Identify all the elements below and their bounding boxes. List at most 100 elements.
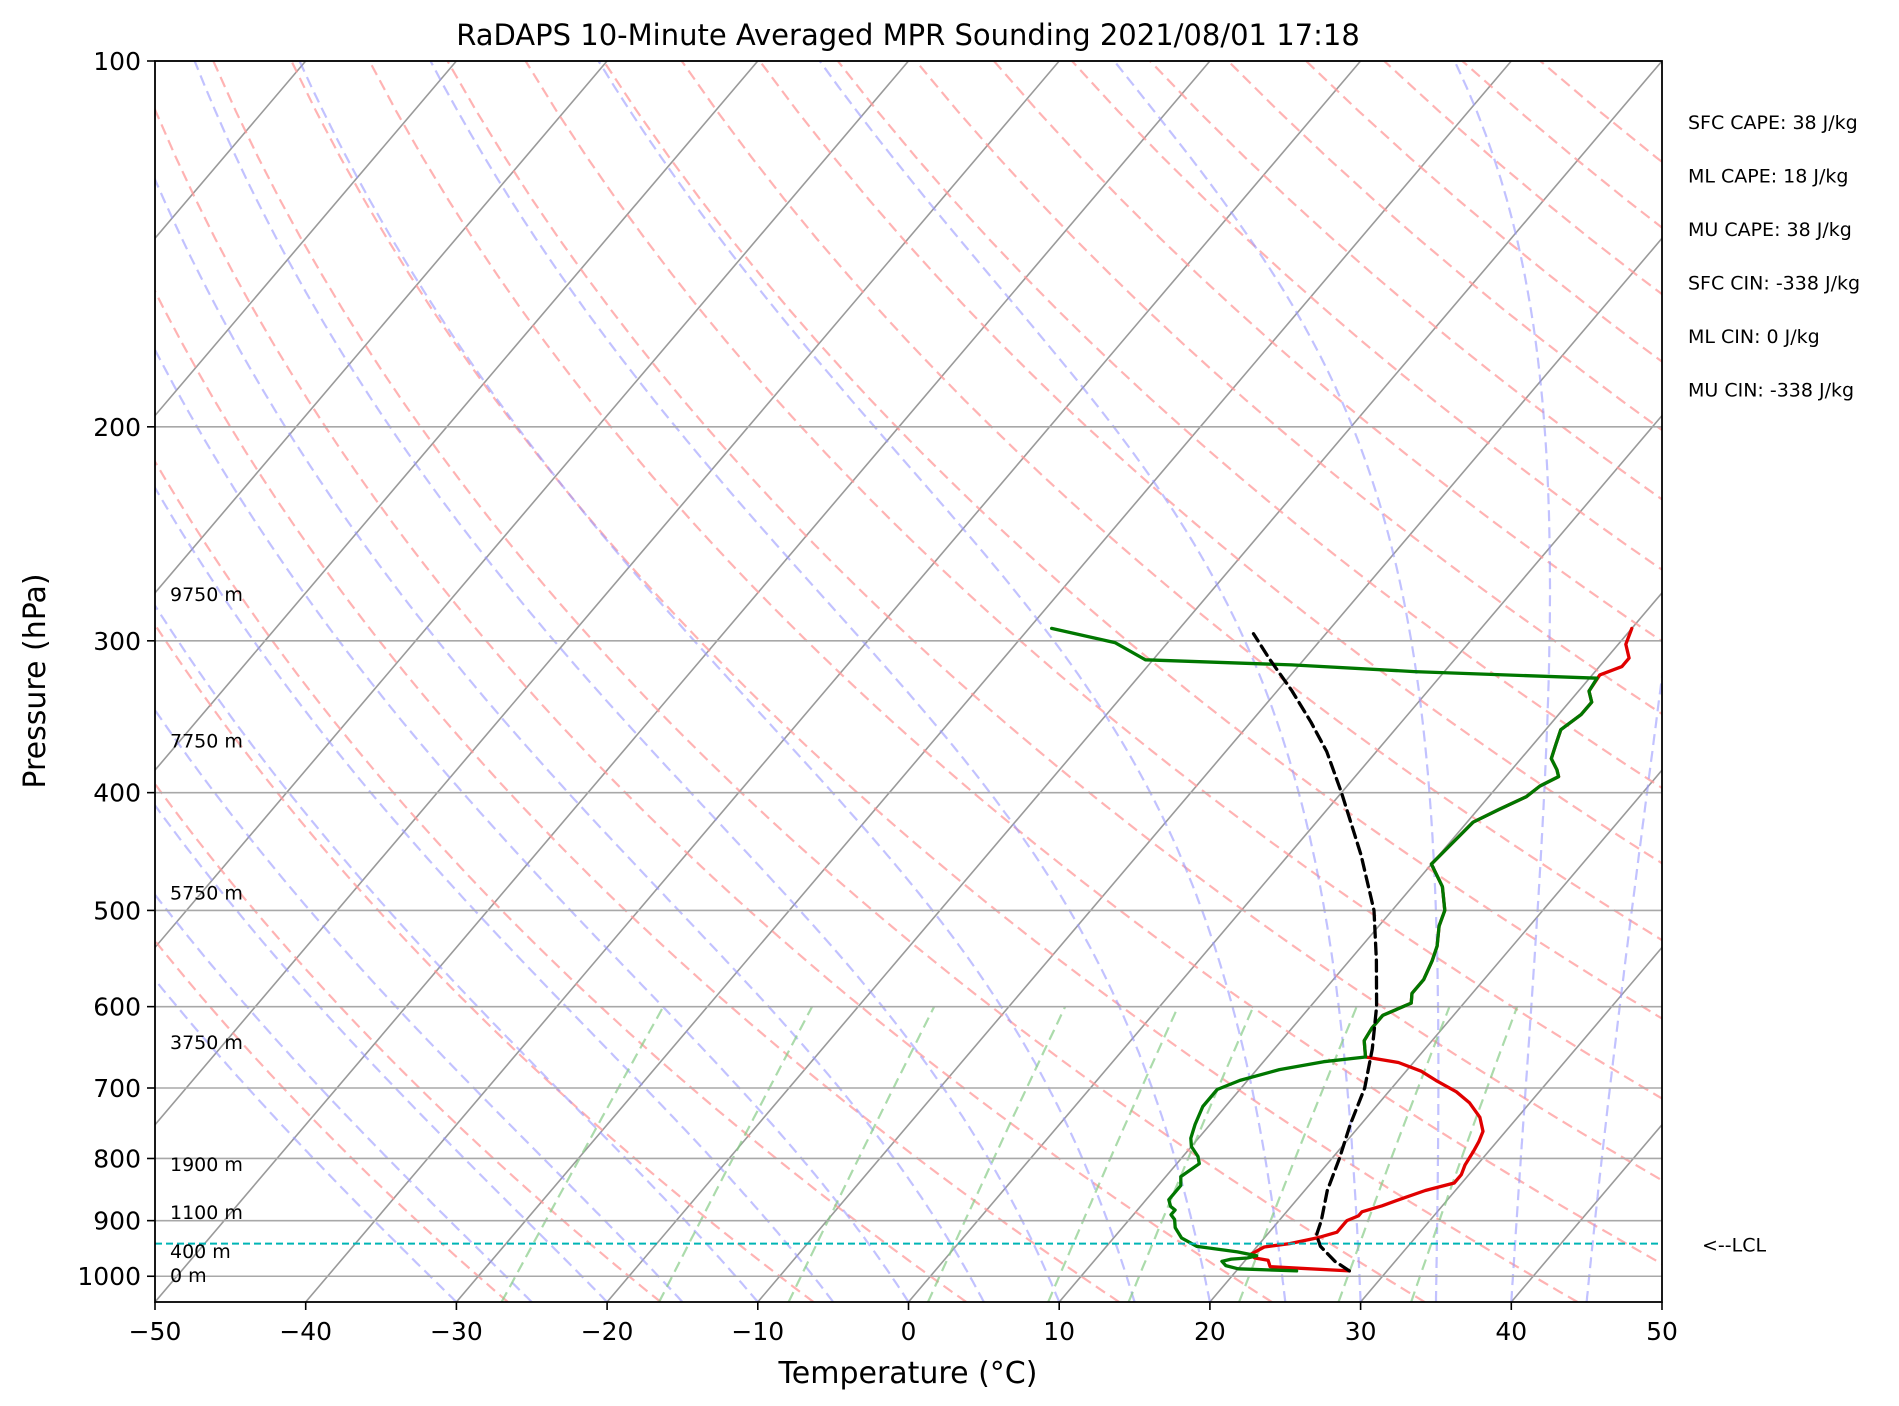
- height-label: 5750 m: [170, 882, 243, 904]
- moist-adiabat-line: [298, 61, 1136, 1302]
- x-tick-label: −50: [129, 1317, 182, 1346]
- dry-adiabat-line: [155, 939, 509, 1302]
- dry-adiabat-line: [915, 61, 1662, 716]
- cape-cin-annotation: ML CAPE: 18 J/kg: [1688, 166, 1848, 188]
- x-tick-label: 0: [901, 1317, 917, 1346]
- y-tick-label: 100: [93, 47, 141, 76]
- y-tick-label: 700: [93, 1074, 141, 1103]
- dry-adiabat-line: [1071, 61, 1662, 572]
- x-tick-label: −40: [279, 1317, 332, 1346]
- isotherm-line: [155, 61, 759, 772]
- x-axis-ticks: −50 −40 −30 −20 −10 0 10 20 30 40 50: [129, 1302, 1678, 1346]
- dry-adiabat-line: [155, 106, 1273, 1302]
- x-tick-label: −10: [731, 1317, 784, 1346]
- moist-adiabat-line: [155, 708, 684, 1302]
- isotherm-line: [155, 61, 608, 595]
- dry-adiabat-line: [602, 61, 1662, 1020]
- isotherm-line: [455, 61, 1512, 1302]
- isotherm-line: [305, 61, 1362, 1302]
- mixing-ratio-line: [1337, 1006, 1451, 1302]
- y-tick-label: 400: [93, 779, 141, 808]
- x-tick-label: 50: [1646, 1317, 1678, 1346]
- height-label: 0 m: [170, 1265, 207, 1287]
- cape-cin-annotation: ML CIN: 0 J/kg: [1688, 326, 1820, 348]
- isotherm-line: [1058, 591, 1662, 1302]
- moist-adiabat-line: [193, 61, 1061, 1302]
- mixing-ratio-line: [1238, 1006, 1358, 1302]
- dry-adiabat-line: [993, 61, 1662, 643]
- dry-adiabat-line: [368, 61, 1662, 1266]
- mixing-ratio-line: [658, 1006, 814, 1302]
- dewpoint-profile: [1049, 626, 1599, 1273]
- moist-adiabat-line: [597, 61, 1287, 1302]
- cape-cin-annotations: SFC CAPE: 38 J/kg ML CAPE: 18 J/kg MU CAPE…: [1688, 112, 1860, 402]
- moist-adiabat-line: [155, 485, 834, 1302]
- dry-adiabat-line: [836, 61, 1662, 790]
- dry-adiabat-line: [290, 61, 1579, 1302]
- moist-adiabat-line: [155, 176, 985, 1302]
- x-tick-label: −20: [581, 1317, 634, 1346]
- dry-adiabat-line: [155, 622, 815, 1302]
- moist-adiabat-line: [1113, 61, 1440, 1302]
- isotherm-line: [155, 61, 1060, 1126]
- height-label: 400 m: [170, 1241, 231, 1263]
- dry-adiabat-line: [155, 782, 662, 1302]
- y-axis-label: Pressure (hPa): [18, 573, 53, 788]
- moist-adiabat-line: [1453, 61, 1552, 1302]
- chart-title: RaDAPS 10-Minute Averaged MPR Sounding 2…: [456, 18, 1360, 52]
- dry-adiabat-line: [524, 61, 1662, 1100]
- dry-adiabat-line: [446, 61, 1662, 1182]
- dry-adiabat-line: [155, 288, 1120, 1302]
- mixing-ratio-line: [787, 1006, 936, 1302]
- isotherm-line: [155, 61, 458, 417]
- cape-cin-annotation: SFC CAPE: 38 J/kg: [1688, 112, 1858, 134]
- x-tick-label: 10: [1043, 1317, 1075, 1346]
- moist-adiabat-line: [1585, 668, 1662, 1302]
- isotherm-line: [155, 61, 910, 949]
- isotherm-line: [1359, 946, 1662, 1302]
- mixing-ratio-line: [1047, 1006, 1180, 1302]
- pressure-gridlines: [155, 60, 1662, 1278]
- isotherm-line: [155, 61, 1211, 1302]
- moist-adiabat-line: [155, 803, 608, 1302]
- height-label: 1100 m: [170, 1202, 243, 1224]
- moist-adiabat-line: [155, 347, 910, 1302]
- mixing-ratio-line: [926, 1006, 1067, 1302]
- moist-adiabat-line: [155, 978, 458, 1302]
- sounding-profiles: [1049, 626, 1634, 1273]
- dry-adiabat-line: [680, 61, 1662, 942]
- mixing-ratio-line: [1410, 1006, 1519, 1302]
- dry-adiabat-line: [212, 61, 1426, 1302]
- moist-adiabat-line: [429, 61, 1211, 1302]
- isotherm-line: [606, 61, 1662, 1302]
- background-reference-lines: [155, 61, 1662, 1302]
- x-axis-label: Temperature (°C): [778, 1356, 1038, 1391]
- parcel-profile: [1251, 632, 1379, 1273]
- y-tick-label: 1000: [77, 1262, 141, 1291]
- dry-adiabat-line: [155, 459, 967, 1302]
- height-label: 7750 m: [170, 730, 243, 752]
- height-label: 1900 m: [170, 1154, 243, 1176]
- cape-cin-annotation: MU CAPE: 38 J/kg: [1688, 219, 1852, 241]
- lcl-label: <--LCL: [1702, 1235, 1766, 1257]
- moist-adiabat-line: [155, 892, 533, 1302]
- height-label: 3750 m: [170, 1032, 243, 1054]
- cape-cin-annotation: SFC CIN: -338 J/kg: [1688, 273, 1860, 295]
- y-tick-label: 600: [93, 993, 141, 1022]
- x-tick-label: −30: [430, 1317, 483, 1346]
- y-tick-label: 900: [93, 1207, 141, 1236]
- x-tick-label: 30: [1345, 1317, 1377, 1346]
- mixing-ratio-line: [500, 1006, 665, 1302]
- x-tick-label: 40: [1495, 1317, 1527, 1346]
- y-axis-ticks: 100 200 300 400 500 600 700 800 900 1000: [77, 47, 155, 1291]
- y-tick-label: 800: [93, 1144, 141, 1173]
- x-tick-label: 20: [1194, 1317, 1226, 1346]
- cape-cin-annotation: MU CIN: -338 J/kg: [1688, 380, 1854, 402]
- y-tick-label: 200: [93, 413, 141, 442]
- isotherm-line: [1209, 768, 1662, 1302]
- isotherm-line: [907, 414, 1662, 1302]
- height-label: 9750 m: [170, 584, 243, 606]
- y-tick-label: 500: [93, 896, 141, 925]
